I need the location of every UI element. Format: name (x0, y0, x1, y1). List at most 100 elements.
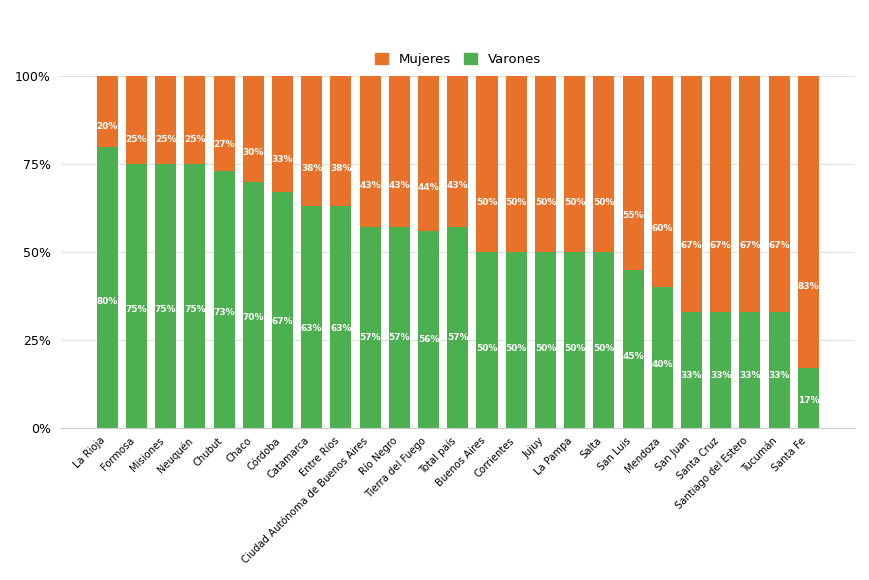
Text: 63%: 63% (301, 324, 322, 332)
Bar (651, 287, 672, 428)
Bar (418, 76, 439, 231)
Bar (242, 182, 263, 428)
Text: 25%: 25% (184, 135, 205, 144)
Text: 80%: 80% (96, 297, 118, 306)
Text: 44%: 44% (417, 183, 439, 192)
Bar (767, 76, 789, 312)
Text: 33%: 33% (271, 155, 293, 164)
Text: 30%: 30% (242, 148, 263, 157)
Bar (447, 76, 468, 227)
Bar (330, 206, 351, 428)
Bar (301, 206, 322, 428)
Text: 57%: 57% (447, 333, 468, 342)
Bar (242, 76, 263, 182)
Bar (593, 252, 614, 428)
Text: 50%: 50% (593, 344, 614, 353)
Text: 63%: 63% (330, 324, 351, 332)
Bar (155, 164, 176, 428)
Text: 67%: 67% (680, 241, 701, 251)
Text: 50%: 50% (534, 344, 555, 353)
Text: 33%: 33% (739, 371, 760, 380)
Bar (739, 76, 760, 312)
Bar (272, 192, 293, 428)
Text: 60%: 60% (651, 224, 673, 233)
Bar (359, 76, 381, 227)
Bar (96, 76, 117, 147)
Text: 70%: 70% (242, 313, 264, 321)
Text: 73%: 73% (213, 308, 235, 317)
Legend: Mujeres, Varones: Mujeres, Varones (369, 48, 546, 71)
Text: 25%: 25% (125, 135, 147, 144)
Bar (272, 76, 293, 192)
Bar (622, 270, 643, 428)
Bar (767, 312, 789, 428)
Bar (563, 76, 585, 252)
Bar (534, 76, 555, 252)
Bar (534, 252, 555, 428)
Text: 50%: 50% (563, 198, 585, 207)
Text: 50%: 50% (534, 198, 555, 207)
Text: 50%: 50% (563, 344, 585, 353)
Bar (155, 76, 176, 164)
Text: 43%: 43% (388, 180, 409, 190)
Text: 56%: 56% (417, 335, 439, 344)
Bar (651, 76, 672, 287)
Text: 43%: 43% (359, 180, 381, 190)
Text: 75%: 75% (125, 304, 147, 314)
Text: 57%: 57% (388, 333, 409, 342)
Text: 43%: 43% (447, 180, 468, 190)
Bar (213, 171, 235, 428)
Text: 75%: 75% (155, 304, 176, 314)
Bar (680, 312, 701, 428)
Bar (184, 76, 205, 164)
Bar (476, 252, 497, 428)
Bar (709, 76, 731, 312)
Text: 40%: 40% (651, 360, 673, 369)
Text: 50%: 50% (505, 198, 527, 207)
Text: 50%: 50% (476, 344, 497, 353)
Bar (388, 76, 409, 227)
Bar (96, 147, 117, 428)
Text: 33%: 33% (680, 371, 701, 380)
Text: 67%: 67% (739, 241, 760, 251)
Bar (505, 252, 526, 428)
Bar (184, 164, 205, 428)
Bar (797, 76, 818, 368)
Text: 55%: 55% (621, 211, 643, 220)
Text: 33%: 33% (767, 371, 789, 380)
Text: 67%: 67% (767, 241, 789, 251)
Bar (476, 76, 497, 252)
Bar (301, 72, 322, 206)
Text: 17%: 17% (797, 396, 819, 405)
Bar (797, 368, 818, 428)
Bar (330, 72, 351, 206)
Bar (709, 312, 731, 428)
Text: 57%: 57% (359, 333, 381, 342)
Text: 50%: 50% (505, 344, 527, 353)
Text: 75%: 75% (184, 304, 205, 314)
Bar (622, 76, 643, 270)
Bar (505, 76, 526, 252)
Text: 33%: 33% (709, 371, 731, 380)
Text: 45%: 45% (621, 352, 643, 361)
Bar (126, 164, 147, 428)
Bar (388, 227, 409, 428)
Text: 27%: 27% (213, 140, 235, 149)
Text: 25%: 25% (155, 135, 176, 144)
Text: 67%: 67% (709, 241, 731, 251)
Bar (418, 231, 439, 428)
Text: 83%: 83% (797, 282, 819, 291)
Text: 50%: 50% (476, 198, 497, 207)
Bar (447, 227, 468, 428)
Bar (359, 227, 381, 428)
Text: 38%: 38% (330, 164, 351, 173)
Text: 67%: 67% (271, 317, 293, 327)
Text: 50%: 50% (593, 198, 614, 207)
Bar (126, 76, 147, 164)
Bar (680, 76, 701, 312)
Text: 38%: 38% (301, 164, 322, 173)
Bar (593, 76, 614, 252)
Bar (563, 252, 585, 428)
Text: 20%: 20% (96, 122, 118, 132)
Bar (739, 312, 760, 428)
